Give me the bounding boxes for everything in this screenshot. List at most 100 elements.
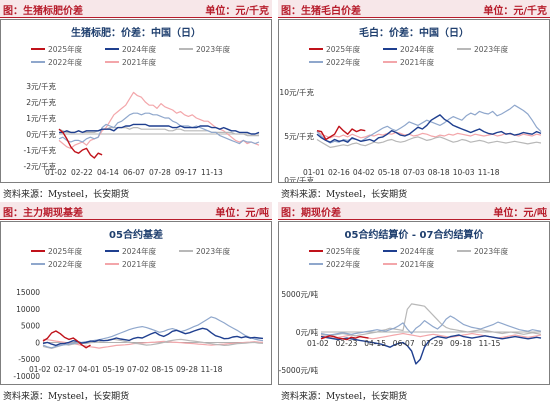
panel-header-unit: 单位：元/吨 — [215, 208, 269, 219]
y-tick-label: 0元/千克 — [26, 129, 56, 139]
legend-label: 2022年度 — [326, 57, 361, 67]
x-tick-label: 05-19 — [103, 365, 125, 374]
series-line — [316, 130, 542, 139]
x-tick-label: 08-15 — [152, 365, 174, 374]
chart-svg: 生猪标肥：价差：中国（日） 2025年度 2024年度 2023年度 2022年度 202… — [23, 26, 260, 177]
chart-title: 生猪标肥：价差：中国（日） — [71, 26, 201, 39]
chart-title: 05合约结算价 - 07合约结算价 — [345, 228, 485, 241]
legend-label: 2025年度 — [326, 246, 361, 256]
series-line — [320, 335, 369, 341]
series-line — [58, 112, 260, 145]
panel-header: 图：主力期现基差 单位：元/吨 — [0, 202, 272, 220]
y-tick-label: 0元/千克 — [284, 175, 314, 182]
x-tick-label: 04-02 — [353, 168, 375, 177]
legend-label: 2025年度 — [326, 44, 361, 54]
y-tick-label: 5000元/吨 — [281, 289, 318, 299]
legend-label: 2023年度 — [196, 246, 231, 256]
panel-header-title: 图：生猪标肥价差 — [3, 6, 83, 17]
x-tick-label: 02-23 — [336, 339, 358, 348]
y-tick-label: -1元/千克 — [23, 145, 56, 155]
series-line — [58, 128, 103, 159]
legend-label: 2022年度 — [326, 259, 361, 269]
series-line — [316, 125, 366, 141]
x-tick-label: 01-02 — [307, 339, 329, 348]
x-tick-label: 07-28 — [149, 168, 171, 177]
x-tick-label: 04-14 — [97, 168, 119, 177]
x-tick-label: 04-15 — [364, 339, 386, 348]
panel-header-title: 图：生猪毛白价差 — [281, 6, 361, 17]
chart-title: 05合约基差 — [109, 228, 163, 241]
panel-header: 图：期现价差 单位：元/吨 — [278, 202, 550, 220]
series-line — [316, 104, 542, 144]
x-tick-label: 06-07 — [123, 168, 145, 177]
x-tick-label: 11-18 — [201, 365, 223, 374]
x-tick-label: 01-02 — [29, 365, 51, 374]
x-tick-label: 11-18 — [478, 168, 500, 177]
legend-label: 2023年度 — [474, 44, 509, 54]
chart-frame: 05合约基差 2025年度 2024年度 2023年度 2022年度 2021年度 1500… — [0, 221, 272, 385]
y-tick-label: -5000 — [18, 355, 40, 364]
series-line — [316, 114, 542, 143]
panel-header-unit: 单位：元/千克 — [205, 6, 269, 17]
legend-label: 2023年度 — [474, 246, 509, 256]
x-tick-label: 07-03 — [403, 168, 425, 177]
y-tick-label: 10元/千克 — [279, 87, 314, 97]
x-tick-label: 02-17 — [54, 365, 76, 374]
y-tick-label: -2元/千克 — [23, 161, 56, 171]
panel-live-carcass-spread: 图：生猪毛白价差 单位：元/千克 毛白：价差：中国（日） 2025年度 2024年度… — [278, 0, 550, 200]
y-tick-label: 0 — [35, 338, 40, 347]
y-tick-label: 5元/千克 — [284, 131, 314, 141]
panel-header-title: 图：期现价差 — [281, 208, 341, 219]
legend-label: 2024年度 — [400, 44, 435, 54]
y-tick-label: -5000元/吨 — [279, 365, 318, 375]
source-note: 资料来源：Mysteel，长安期货 — [3, 392, 130, 402]
series-line — [320, 332, 542, 340]
series-line — [320, 303, 542, 337]
y-tick-label: 3元/千克 — [26, 81, 56, 91]
chart-svg: 05合约结算价 - 07合约结算价 2025年度 2024年度 2023年度 2022年… — [279, 228, 542, 375]
panel-fat-lean-spread: 图：生猪标肥价差 单位：元/千克 生猪标肥：价差：中国（日） 2025年度 2024… — [0, 0, 272, 200]
chart-frame: 05合约结算价 - 07合约结算价 2025年度 2024年度 2023年度 2022年… — [278, 221, 550, 385]
x-tick-label: 02-22 — [71, 168, 93, 177]
legend-label: 2024年度 — [122, 44, 157, 54]
x-tick-label: 08-18 — [428, 168, 450, 177]
source-note: 资料来源：Mysteel，长安期货 — [281, 392, 408, 402]
x-tick-label: 11-15 — [479, 339, 501, 348]
x-tick-label: 01-02 — [45, 168, 67, 177]
panel-header-unit: 单位：元/千克 — [483, 6, 547, 17]
x-tick-label: 07-29 — [421, 339, 443, 348]
x-tick-label: 05-18 — [378, 168, 400, 177]
x-tick-label: 04-01 — [78, 365, 100, 374]
y-tick-label: 15000 — [16, 288, 40, 297]
y-tick-label: 1元/千克 — [26, 113, 56, 123]
y-tick-label: 2元/千克 — [26, 97, 56, 107]
chart-svg: 05合约基差 2025年度 2024年度 2023年度 2022年度 2021年度 1500… — [13, 228, 264, 381]
legend-label: 2025年度 — [48, 44, 83, 54]
legend-label: 2024年度 — [400, 246, 435, 256]
panel-header: 图：生猪标肥价差 单位：元/千克 — [0, 0, 272, 18]
panel-main-basis: 图：主力期现基差 单位：元/吨 05合约基差 2025年度 2024年度 2023年度… — [0, 202, 272, 402]
series-line — [316, 136, 542, 148]
x-tick-label: 11-13 — [201, 168, 223, 177]
legend-label: 2024年度 — [122, 246, 157, 256]
source-note: 资料来源：Mysteel，长安期货 — [3, 190, 130, 200]
series-line — [58, 127, 259, 137]
chart-title: 毛白：价差：中国（日） — [359, 26, 469, 39]
x-tick-label: 02-16 — [328, 168, 350, 177]
source-note: 资料来源：Mysteel，长安期货 — [281, 190, 408, 200]
x-tick-label: 07-02 — [127, 365, 149, 374]
legend-label: 2023年度 — [196, 44, 231, 54]
panel-calendar-spread: 图：期现价差 单位：元/吨 05合约结算价 - 07合约结算价 2025年度 202… — [278, 202, 550, 402]
series-line — [42, 330, 91, 349]
y-tick-label: 5000 — [21, 322, 40, 331]
legend-label: 2022年度 — [48, 259, 83, 269]
x-tick-label: 06-07 — [393, 339, 415, 348]
legend-label: 2021年度 — [400, 259, 435, 269]
legend-label: 2021年度 — [122, 57, 157, 67]
y-tick-label: -10000 — [13, 372, 40, 381]
x-tick-label: 10-03 — [453, 168, 475, 177]
x-tick-label: 09-28 — [176, 365, 198, 374]
legend-label: 2021年度 — [122, 259, 157, 269]
chart-frame: 生猪标肥：价差：中国（日） 2025年度 2024年度 2023年度 2022年度 202… — [0, 19, 272, 183]
series-line — [42, 338, 264, 349]
